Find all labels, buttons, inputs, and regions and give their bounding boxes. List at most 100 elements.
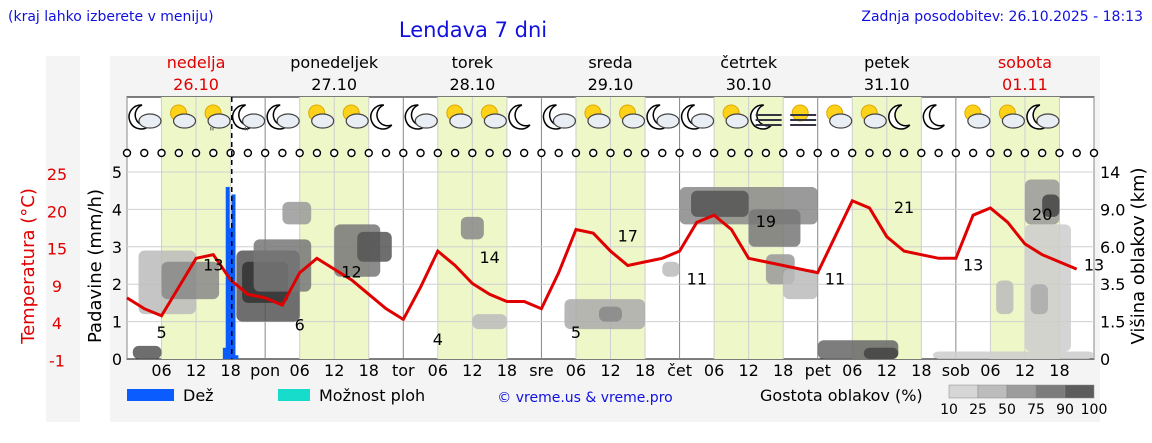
night-cloudy-icon: [1026, 104, 1060, 130]
precipitation-axis-label: Padavine (mm/h): [85, 189, 106, 343]
wind-calm-marker: [278, 148, 287, 158]
cloud-height-tick: 3.5: [1100, 275, 1125, 294]
rain-bar: [225, 186, 230, 359]
precipitation-tick: 2: [112, 275, 122, 294]
wind-calm-marker: [796, 148, 805, 158]
density-value: 25: [969, 402, 987, 418]
cloud-shape: [863, 113, 887, 129]
time-tick: 06: [151, 361, 171, 380]
cloud-shape: [967, 113, 991, 129]
wind-calm-marker: [1037, 148, 1047, 158]
cloud-shape: [242, 113, 266, 129]
cloud-shape: [414, 113, 438, 129]
wind-calm-marker: [364, 148, 373, 158]
temperature-label: 5: [156, 323, 166, 342]
wind-calm-marker: [433, 148, 443, 158]
partly-cloudy-icon: [618, 104, 646, 129]
location-hint[interactable]: (kraj lahko izberete v meniju): [8, 9, 214, 25]
rain-legend-swatch: [127, 389, 174, 401]
wind-calm-marker: [623, 148, 632, 158]
cloud-blob: [460, 216, 484, 240]
cloud-height-tick: 14: [1100, 163, 1120, 182]
wind-calm-marker: [589, 148, 598, 158]
partly-cloudy-drizzle-icon: ": [204, 104, 231, 139]
drizzle-mark: ": [209, 125, 215, 139]
sun-cloud-icon: [722, 104, 749, 129]
wind-calm-marker: [778, 148, 788, 158]
wind-calm-marker: [399, 148, 408, 158]
temperature-tick: 15: [47, 240, 67, 259]
day-date: 26.10: [173, 75, 219, 94]
time-tick: 06: [704, 361, 724, 380]
wind-calm-marker: [157, 148, 166, 158]
day-name: sreda: [588, 53, 632, 72]
temperature-label: 6: [295, 316, 305, 335]
wind-calm-marker: [761, 148, 771, 158]
wind-calm-marker: [537, 148, 546, 158]
wind-calm-marker: [986, 148, 995, 158]
cloud-height-tick: 6.0: [1100, 238, 1125, 257]
wind-calm-marker: [813, 148, 822, 158]
cloud-blob: [1042, 194, 1060, 217]
cloud-shape: [449, 113, 473, 129]
weather-icons-row: " ": [128, 104, 1060, 139]
wind-calm-marker: [209, 148, 218, 158]
temperature-axis: 25 20 15 9 4 -1: [47, 165, 67, 371]
cloud-blob: [783, 269, 818, 300]
time-tick: 18: [773, 361, 793, 380]
wind-calm-marker: [347, 148, 356, 158]
temperature-label: 12: [341, 263, 361, 282]
density-swatch: [948, 384, 979, 399]
wind-calm-marker: [416, 148, 425, 158]
cloud-shape: [656, 113, 680, 129]
wind-calm-marker: [882, 148, 891, 158]
credit-link[interactable]: © vreme.us & vreme.pro: [497, 390, 672, 406]
drizzle-mark: ": [244, 125, 250, 139]
wind-calm-marker: [571, 148, 581, 158]
sun-cloud-icon: [308, 104, 335, 129]
temperature-label: 13: [963, 255, 983, 274]
wind-calm-marker: [934, 148, 943, 158]
wind-calm-marker: [485, 148, 494, 158]
wind-calm-marker: [1055, 148, 1064, 158]
temperature-axis-label: Temperatura (°C): [18, 188, 39, 345]
wind-calm-marker: [951, 148, 961, 158]
temperature-tick: 25: [47, 165, 67, 184]
wind-calm-marker: [174, 148, 184, 158]
cloud-blob: [132, 345, 162, 359]
wind-calm-marker: [727, 148, 736, 158]
wind-calm-marker: [1003, 148, 1012, 158]
last-updated: Zadnja posodobitev: 26.10.2025 - 18:13: [861, 9, 1143, 25]
wind-calm-marker: [260, 148, 270, 158]
page-title: Lendava 7 dni: [399, 18, 547, 42]
wind-calm-marker: [226, 148, 235, 158]
cloud-blob: [282, 201, 312, 225]
day-name: ponedeljek: [290, 53, 379, 72]
wind-calm-marker: [122, 148, 132, 158]
sun-cloud-icon: [446, 104, 473, 129]
cloud-shape: [138, 113, 162, 129]
cloud-blob: [357, 231, 392, 262]
precipitation-axis: 5 4 3 2 1 0: [112, 163, 122, 369]
wind-calm-marker: [744, 148, 753, 158]
night-partly-cloudy-icon: [266, 104, 300, 130]
cloud-shape: [276, 113, 300, 129]
cloud-shape: [587, 113, 611, 129]
fog-icon: [790, 104, 817, 126]
cloud-shape: [1001, 113, 1025, 129]
wind-calm-marker: [554, 148, 563, 158]
temperature-label: 21: [894, 198, 914, 217]
wind-calm-marker: [381, 148, 391, 158]
time-tick: tor: [392, 361, 415, 380]
day-date: 30.10: [726, 75, 772, 94]
night-cloudy-drizzle-icon: ": [231, 104, 266, 139]
time-tick: 06: [842, 361, 862, 380]
time-tick: pon: [250, 361, 280, 380]
sun-cloud-icon: [584, 104, 611, 129]
time-axis: 06 12 18 pon 06 12 18 tor 06 12 18 sre 06 12 18 čet 06 12…: [151, 361, 1069, 380]
wind-calm-marker: [1089, 148, 1099, 158]
time-tick: 12: [324, 361, 344, 380]
day-name: četrtek: [720, 53, 778, 72]
temperature-label: 4: [433, 330, 443, 349]
density-scale: 10 25 50 75 90 100: [940, 384, 1107, 418]
